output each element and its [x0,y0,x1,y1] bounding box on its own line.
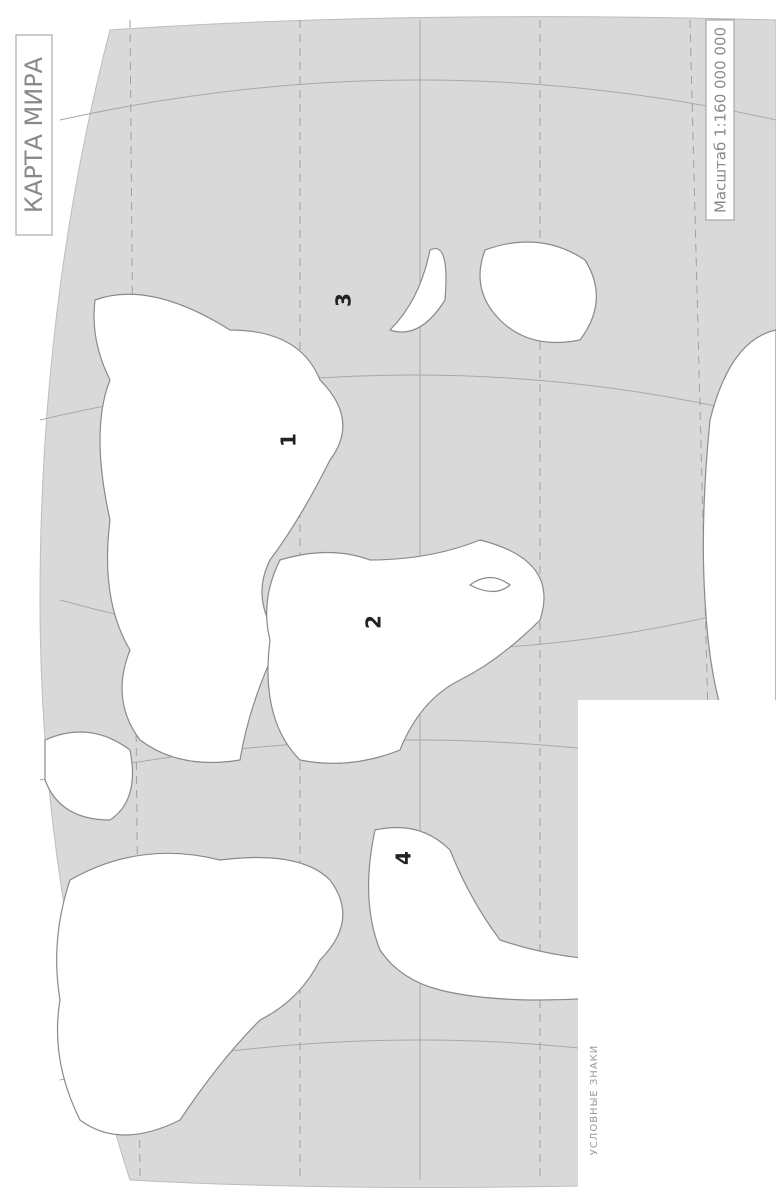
australia [479,241,597,344]
scale-box: Масштаб 1:160 000 000 [705,19,735,221]
indonesia [388,248,447,333]
greenland [44,731,134,821]
map-scale: Масштаб 1:160 000 000 [712,27,730,213]
legend-box [578,700,776,1202]
marker-label: 2 [362,615,386,629]
marker-label: 4 [392,851,416,865]
map-title: КАРТА МИРА [20,56,48,213]
title-box: КАРТА МИРА [15,34,53,236]
legend-title: УСЛОВНЫЕ ЗНАКИ [589,1045,600,1156]
north-america [56,852,344,1136]
africa [266,539,545,764]
eurasia [93,293,344,764]
marker-label: 1 [277,433,301,447]
continents [44,241,776,1136]
madagascar [468,576,511,593]
marker-label: 3 [332,293,356,307]
